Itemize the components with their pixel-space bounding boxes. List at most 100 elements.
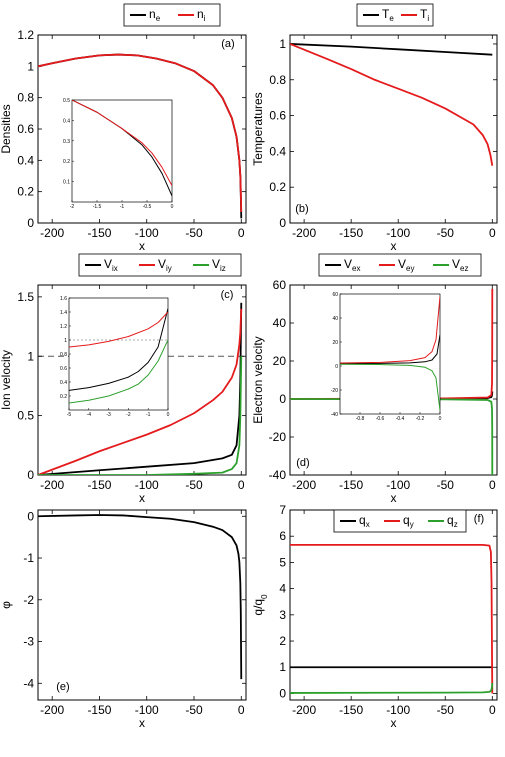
panel-f-legend-label-sub: z (454, 520, 458, 529)
panel-f-y-tick-label: 6 (279, 529, 286, 543)
panel-a-legend-label-sub: e (156, 14, 161, 23)
panel-e-y-tick-label: -2 (23, 593, 34, 607)
panel-f-x-tick-label: -100 (386, 703, 410, 717)
panel-c-inset: -5 -4 -3 -2 -1 0 0.2 0.4 0.6 0.8 1 1.2 1.4 1.6 (60, 296, 170, 418)
panel-f-y-tick-label: 2 (279, 634, 286, 648)
panel-a-x-tick-label: -50 (185, 226, 203, 240)
panel-d-y-axis-label: Electron velocity (251, 336, 265, 423)
panel-d-inset-x-tick-label: -0.2 (416, 416, 425, 422)
panel-c-inset-y-tick-label: 0.6 (60, 366, 67, 372)
panel-f-legend-label-sub: x (366, 520, 370, 529)
panel-f-x-axis-label: x (391, 716, 397, 730)
panel-c-x-tick-label: -100 (135, 478, 159, 492)
panel-a-inset-series-group (72, 100, 172, 197)
panel-d-y-tick-label: -40 (269, 468, 287, 482)
panel-a-inset-y-tick-label: 0.4 (63, 118, 70, 124)
panel-e-y-tick-label: -1 (23, 551, 34, 565)
panel-f-series-qy-line (290, 543, 494, 694)
panel-d-inset-series-group (340, 296, 440, 411)
panel-c-inset-y-tick-label: 1 (64, 338, 67, 344)
panel-d-inset-y-tick-label: 20 (332, 340, 338, 346)
panel-a-inset-y-tick-label: 0.3 (63, 139, 70, 145)
panel-d-y-tick-label: 40 (273, 316, 287, 330)
panel-f-legend-label: qz (447, 513, 458, 529)
panel-a-legend-label: ni (197, 7, 206, 23)
panel-d-inset-x-tick-label: -0.8 (356, 416, 365, 422)
panel-a-inset: -2 -1.5 -1 -0.5 0 0.1 0.2 0.3 0.4 0.5 (63, 98, 174, 210)
panel-f-x-tick-label: -150 (339, 703, 363, 717)
panel-b-y-tick-label: 0.8 (269, 73, 286, 87)
panel-a-y-tick-label: 1.2 (17, 28, 34, 42)
panel-e-y-tick-label: 0 (27, 509, 34, 523)
panel-e-series-phi-line (38, 514, 243, 680)
panel-b-x-axis-label: x (391, 239, 397, 253)
panel-c-y-tick-label: 0 (27, 468, 34, 482)
panel-f: -200 -150 -100 -50 0 0 1 2 3 4 5 6 7 x q/q0 (f) qx qy qz (251, 503, 498, 730)
panel-e-x-tick-label: -50 (185, 703, 203, 717)
panel-c-inset-y-tick-label: 1.4 (60, 310, 67, 316)
panel-c-y-axis-label: Ion velocity (0, 350, 13, 410)
panel-b-x-tick-label: -150 (339, 226, 363, 240)
panel-a-inset-y-tick-label: 0.2 (63, 159, 70, 165)
panel-c-inset-x-tick-label: -3 (106, 412, 111, 418)
panel-d-x-tick-label: -150 (339, 478, 363, 492)
panel-c-legend-label-sub: iy (166, 264, 172, 273)
panel-b-y-tick-label: 0.4 (269, 144, 286, 158)
panel-e-y-tick-label: -3 (23, 635, 34, 649)
panel-e: -200 -150 -100 -50 0 -4 -3 -2 -1 0 x φ (e) (0, 509, 247, 730)
panel-e-x-tick-label: -100 (135, 703, 159, 717)
panel-f-x-tick-label: -50 (437, 703, 455, 717)
panel-f-series-group (290, 543, 494, 694)
panel-f-y-tick-label: 4 (279, 582, 286, 596)
panel-c-inset-y-tick-label: 1.6 (60, 296, 67, 302)
panel-d-inset-y-tick-label: 40 (332, 316, 338, 322)
panel-c-inset-series-viz-line (69, 339, 168, 404)
panel-d-y-tick-label: 0 (279, 392, 286, 406)
panel-c-inset-y-tick-label: 1.2 (60, 324, 67, 330)
panel-e-x-tick-label: -200 (40, 703, 64, 717)
panel-a-inset-y-tick-label: 0.5 (63, 98, 70, 104)
panel-a-inset-x-tick-label: -2 (70, 204, 75, 210)
panel-c-label: (c) (221, 289, 234, 301)
panel-b-plot-frame (289, 34, 498, 224)
panel-c-inset-y-tick-label: 0.8 (60, 352, 67, 358)
panel-d-legend-label-sub: ex (352, 264, 360, 273)
panel-f-plot-frame (289, 509, 498, 701)
panel-c-inset-y-tick-label: 0.4 (60, 380, 67, 386)
panel-d-inset-frame (339, 293, 441, 415)
panel-a-y-tick-label: 0 (27, 216, 34, 230)
panel-d-inset-y-tick-label: -20 (331, 388, 338, 394)
panel-a-x-axis-label: x (139, 239, 145, 253)
panel-a-x-tick-label: -100 (135, 226, 159, 240)
panel-d-inset-y-tick-label: 60 (332, 292, 338, 298)
panel-f-label: (f) (474, 513, 484, 525)
panel-d-inset-x-tick-label: 0 (439, 416, 442, 422)
panel-f-legend-label: qx (359, 513, 370, 529)
panel-f-y-axis-label-sub: 0 (260, 594, 269, 599)
panel-a-y-tick-label: 1 (27, 59, 34, 73)
panel-d-series-vey-line (290, 288, 494, 400)
panel-a: -200 -150 -100 -50 0 0 0.2 0.4 0.6 0.8 1 1.2 x Densit… (0, 3, 247, 253)
panel-b-y-tick-label: 1 (279, 37, 286, 51)
panel-a-inset-frame (71, 99, 173, 203)
panel-b-x-tick-label: -200 (292, 226, 316, 240)
panel-f-legend-label: qy (403, 513, 414, 529)
panel-c-legend-label-sub: iz (220, 264, 226, 273)
panel-d-inset-x-tick-label: -0.6 (376, 416, 385, 422)
panel-c-x-tick-label: -200 (40, 478, 64, 492)
panel-a-series-ni-line (38, 53, 243, 213)
panel-d-legend-label-sub: ey (406, 264, 414, 273)
panel-f-y-tick-label: 5 (279, 555, 286, 569)
panel-a-inset-x-tick-label: -1.5 (93, 204, 102, 210)
panel-a-legend-label-sub: i (204, 14, 206, 23)
panel-d-x-tick-label: 0 (489, 478, 496, 492)
panel-e-series-group (38, 514, 243, 680)
panel-e-x-tick-label: 0 (238, 703, 245, 717)
panel-e-label: (e) (56, 681, 69, 693)
panel-b-series-te-line (290, 43, 493, 56)
panel-c-legend-box (78, 253, 242, 277)
panel-c-inset-y-tick-label: 0.2 (60, 394, 67, 400)
panel-d-inset-series-vex-line (340, 334, 440, 365)
